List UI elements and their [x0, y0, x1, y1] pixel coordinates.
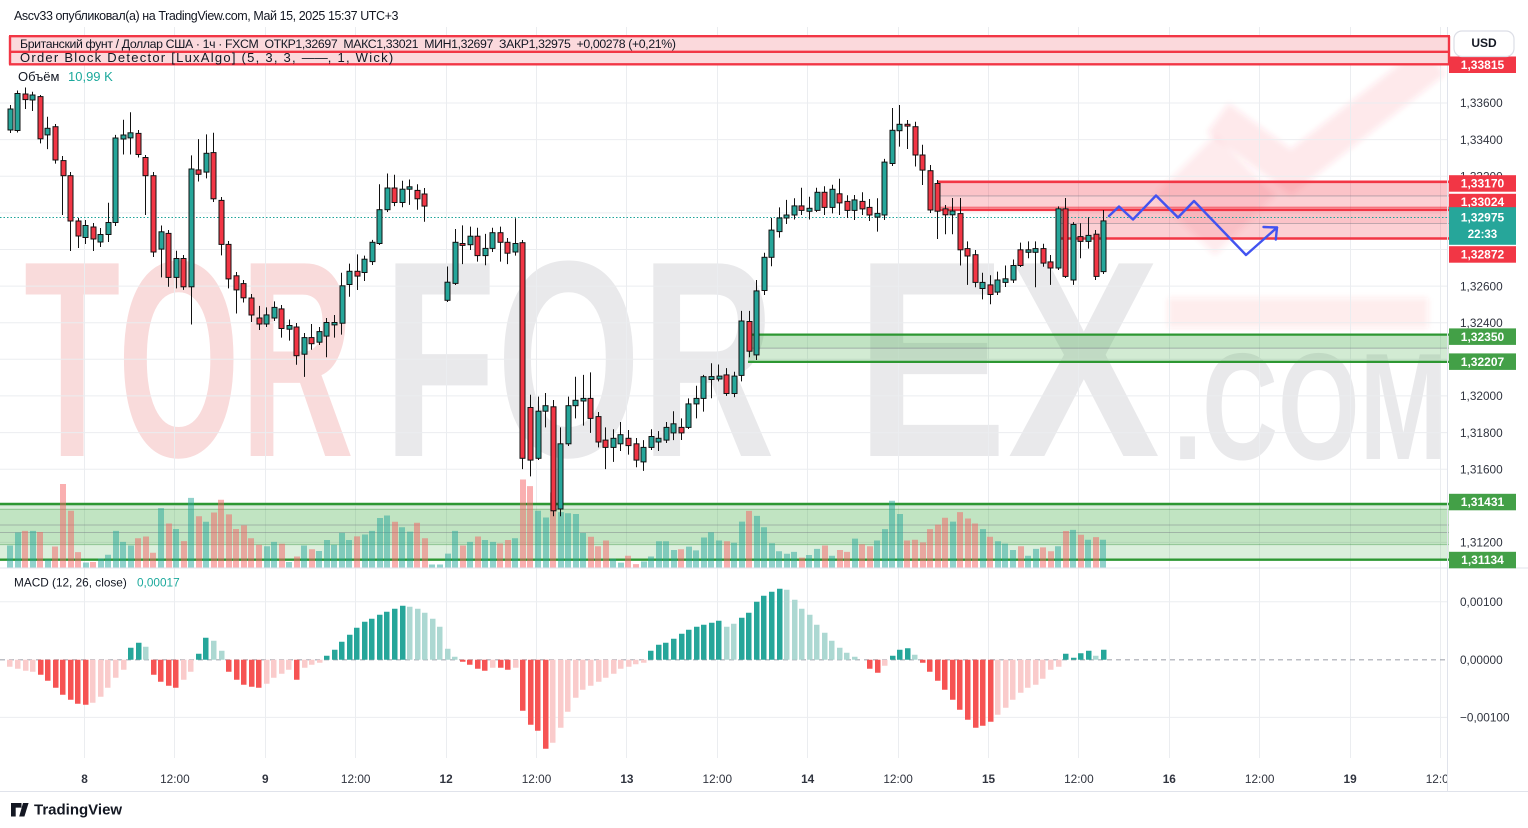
svg-text:12:00: 12:00: [1426, 772, 1456, 786]
svg-text:1,32000: 1,32000: [1460, 389, 1503, 403]
svg-text:EX: EX: [855, 204, 1161, 516]
svg-text:1,33170: 1,33170: [1461, 177, 1505, 191]
svg-text:12:00: 12:00: [703, 772, 733, 786]
svg-text:0,00017: 0,00017: [137, 576, 180, 590]
svg-text:12:00: 12:00: [522, 772, 552, 786]
svg-text:1,31134: 1,31134: [1461, 553, 1504, 567]
svg-text:19: 19: [1344, 772, 1358, 786]
svg-text:1,31431: 1,31431: [1461, 495, 1505, 509]
svg-text:1,33600: 1,33600: [1460, 96, 1503, 110]
svg-text:16: 16: [1163, 772, 1177, 786]
svg-text:1,32975: 1,32975: [1461, 211, 1505, 225]
svg-text:1,32872: 1,32872: [1461, 248, 1505, 262]
svg-text:12:00: 12:00: [883, 772, 913, 786]
svg-text:USD: USD: [1471, 36, 1497, 50]
svg-text:15: 15: [982, 772, 996, 786]
svg-text:1,31200: 1,31200: [1460, 536, 1503, 550]
svg-text:Объём: Объём: [18, 69, 59, 84]
svg-text:Ascv33 опубликовал(а) на Tradi: Ascv33 опубликовал(а) на TradingView.com…: [14, 9, 398, 23]
svg-text:12:00: 12:00: [341, 772, 371, 786]
svg-text:0,00100: 0,00100: [1460, 595, 1503, 609]
svg-text:12:00: 12:00: [1064, 772, 1094, 786]
svg-text:12:00: 12:00: [1245, 772, 1275, 786]
svg-text:1,32600: 1,32600: [1460, 279, 1503, 293]
svg-text:8: 8: [81, 772, 88, 786]
svg-text:FOR: FOR: [383, 204, 775, 516]
svg-text:0,00000: 0,00000: [1460, 653, 1503, 667]
svg-text:TradingView: TradingView: [34, 802, 122, 819]
svg-text:1,31800: 1,31800: [1460, 426, 1503, 440]
svg-text:MACD (12, 26, close): MACD (12, 26, close): [14, 576, 127, 590]
svg-text:12: 12: [440, 772, 454, 786]
svg-text:Британский фунт / Доллар США ·: Британский фунт / Доллар США · 1ч · FXCM…: [20, 37, 676, 51]
svg-text:10,99 K: 10,99 K: [68, 69, 113, 84]
svg-text:13: 13: [620, 772, 634, 786]
svg-text:Order Block Detector [LuxAlgo]: Order Block Detector [LuxAlgo] (5, 3, 3,…: [20, 50, 394, 65]
svg-text:14: 14: [801, 772, 815, 786]
svg-text:1,33815: 1,33815: [1461, 58, 1505, 72]
svg-text:1,33024: 1,33024: [1461, 195, 1505, 209]
svg-text:1,32350: 1,32350: [1461, 330, 1505, 344]
svg-text:.COM: .COM: [1173, 322, 1447, 492]
svg-text:1,31600: 1,31600: [1460, 462, 1503, 476]
svg-text:9: 9: [262, 772, 269, 786]
svg-text:1,32207: 1,32207: [1461, 355, 1505, 369]
svg-text:22:33: 22:33: [1468, 229, 1497, 241]
svg-text:12:00: 12:00: [160, 772, 190, 786]
svg-text:1,32400: 1,32400: [1460, 316, 1503, 330]
svg-text:−0,00100: −0,00100: [1460, 711, 1510, 725]
svg-text:1,33400: 1,33400: [1460, 133, 1503, 147]
